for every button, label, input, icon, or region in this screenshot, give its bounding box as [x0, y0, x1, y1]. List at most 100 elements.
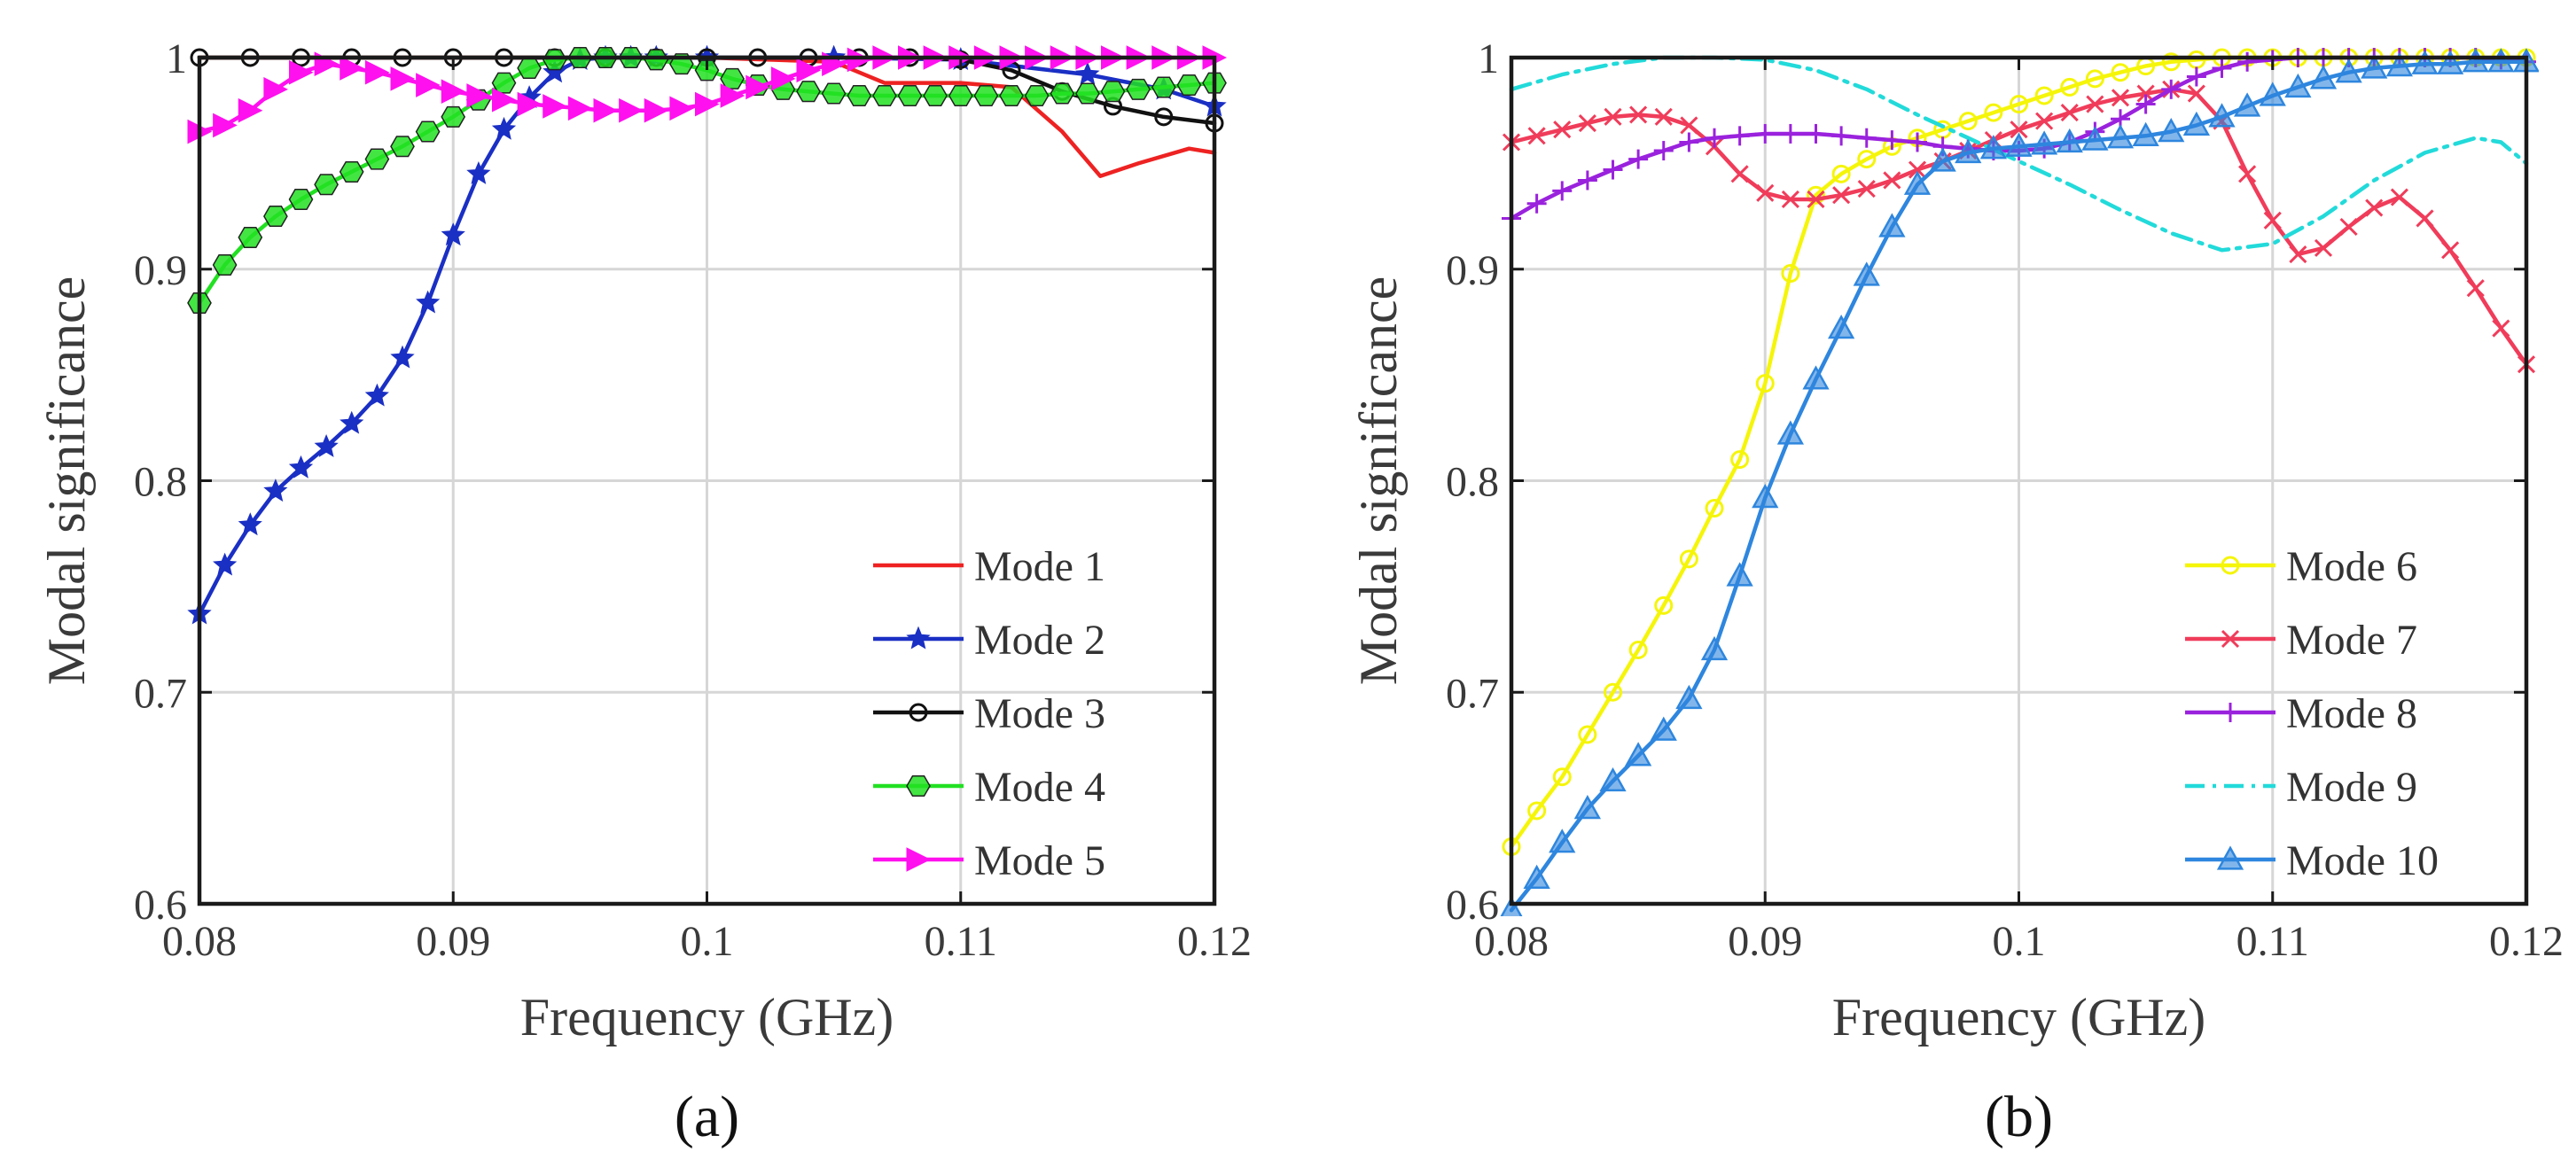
- chart-panel-b: 0.08 0.09 0.1 0.11 0.12 0.6 0.7 0.8 0.9 1 Frequenc…: [1349, 35, 2564, 1149]
- y-tick-label: 0.9: [1446, 247, 1499, 294]
- data-point: [543, 94, 567, 119]
- data-point: [213, 113, 238, 138]
- data-point: [1908, 132, 1927, 152]
- data-point: [1675, 684, 1703, 710]
- data-point: [390, 345, 415, 369]
- data-point: [973, 84, 999, 106]
- data-point: [213, 552, 238, 576]
- data-point: [2060, 104, 2079, 122]
- data-point: [1549, 829, 1576, 853]
- data-point: [2010, 95, 2028, 114]
- data-point: [1628, 149, 1649, 169]
- data-point: [694, 59, 720, 82]
- series-mode-7: [1502, 80, 2536, 374]
- data-point: [2208, 103, 2236, 128]
- x-tick-label: 0.1: [1993, 918, 2046, 965]
- data-point: [2263, 211, 2282, 230]
- data-point: [2487, 48, 2515, 73]
- data-point: [1853, 261, 1880, 286]
- legend-label: Mode 7: [2286, 617, 2417, 664]
- data-point: [2289, 245, 2307, 264]
- data-point: [263, 478, 288, 502]
- data-point: [1629, 105, 1648, 124]
- data-point: [1151, 76, 1176, 98]
- data-point: [390, 136, 415, 158]
- legend-item: Mode 5: [873, 837, 1105, 884]
- data-point: [1828, 315, 1855, 339]
- data-point: [2186, 66, 2206, 87]
- legend-item: Mode 10: [2185, 837, 2439, 884]
- data-point: [491, 72, 517, 94]
- legend-item: Mode 3: [873, 690, 1105, 737]
- data-point: [212, 253, 238, 276]
- data-point: [1955, 138, 1982, 164]
- data-point: [1050, 82, 1075, 105]
- legend-item: Mode 2: [873, 617, 1105, 664]
- legend-label: Mode 4: [974, 764, 1105, 811]
- data-point: [1755, 123, 1776, 144]
- legend-item: Mode 7: [2185, 617, 2417, 664]
- series-mode-10: [1500, 48, 2539, 916]
- data-point: [1908, 160, 1927, 179]
- x-axis-title: Frequency (GHz): [520, 988, 894, 1046]
- data-point: [2385, 51, 2413, 77]
- data-point: [2182, 111, 2210, 136]
- y-tick-label: 0.6: [134, 882, 187, 929]
- data-point: [1831, 126, 1852, 146]
- data-point: [1126, 78, 1151, 100]
- data-point: [2212, 58, 2232, 78]
- data-point: [770, 66, 796, 91]
- data-point: [2237, 51, 2258, 72]
- data-point: [720, 67, 745, 89]
- data-point: [1832, 186, 1851, 205]
- data-point: [847, 47, 872, 73]
- legend-marker: [906, 847, 932, 872]
- data-point: [1780, 123, 1800, 144]
- data-point: [517, 91, 543, 117]
- data-point: [2056, 128, 2083, 153]
- data-point: [1802, 365, 1830, 390]
- data-point: [2135, 94, 2156, 114]
- data-point: [364, 59, 390, 85]
- legend-item: Mode 1: [873, 543, 1105, 590]
- data-point: [1654, 107, 1673, 126]
- y-tick-label: 0.6: [1446, 882, 1499, 929]
- data-point: [1807, 185, 1825, 205]
- data-point: [1024, 84, 1050, 106]
- data-point: [288, 188, 314, 210]
- data-point: [1552, 767, 1572, 787]
- data-point: [1100, 81, 1126, 103]
- panel-caption: (b): [1985, 1085, 2053, 1149]
- x-tick-label: 0.1: [681, 918, 734, 965]
- data-point: [2314, 238, 2333, 257]
- legend-item: Mode 9: [2185, 764, 2417, 811]
- data-point: [2390, 188, 2408, 206]
- data-point: [314, 174, 339, 196]
- legend-marker: [2221, 556, 2240, 575]
- data-point: [821, 82, 847, 105]
- x-tick-label: 0.08: [1474, 918, 1549, 965]
- data-point: [238, 97, 263, 123]
- data-point: [263, 206, 288, 228]
- data-point: [1781, 190, 1799, 209]
- data-point: [847, 84, 872, 106]
- data-point: [1628, 641, 1648, 659]
- legend-label: Mode 5: [974, 837, 1105, 884]
- data-point: [289, 59, 314, 85]
- data-point: [1679, 549, 1698, 569]
- data-point: [1903, 170, 1932, 195]
- legend-label: Mode 1: [974, 543, 1105, 590]
- data-point: [593, 97, 619, 123]
- data-point: [1806, 123, 1826, 144]
- x-tick-label: 0.08: [162, 918, 237, 965]
- data-point: [1552, 181, 1573, 201]
- legend-item: Mode 4: [873, 764, 1105, 811]
- data-point: [567, 96, 593, 121]
- data-point: [441, 222, 465, 246]
- data-point: [948, 84, 973, 106]
- data-point: [695, 91, 720, 117]
- data-point: [1807, 190, 1825, 209]
- data-point: [339, 160, 364, 183]
- legend-label: Mode 8: [2286, 690, 2417, 737]
- data-point: [441, 79, 466, 105]
